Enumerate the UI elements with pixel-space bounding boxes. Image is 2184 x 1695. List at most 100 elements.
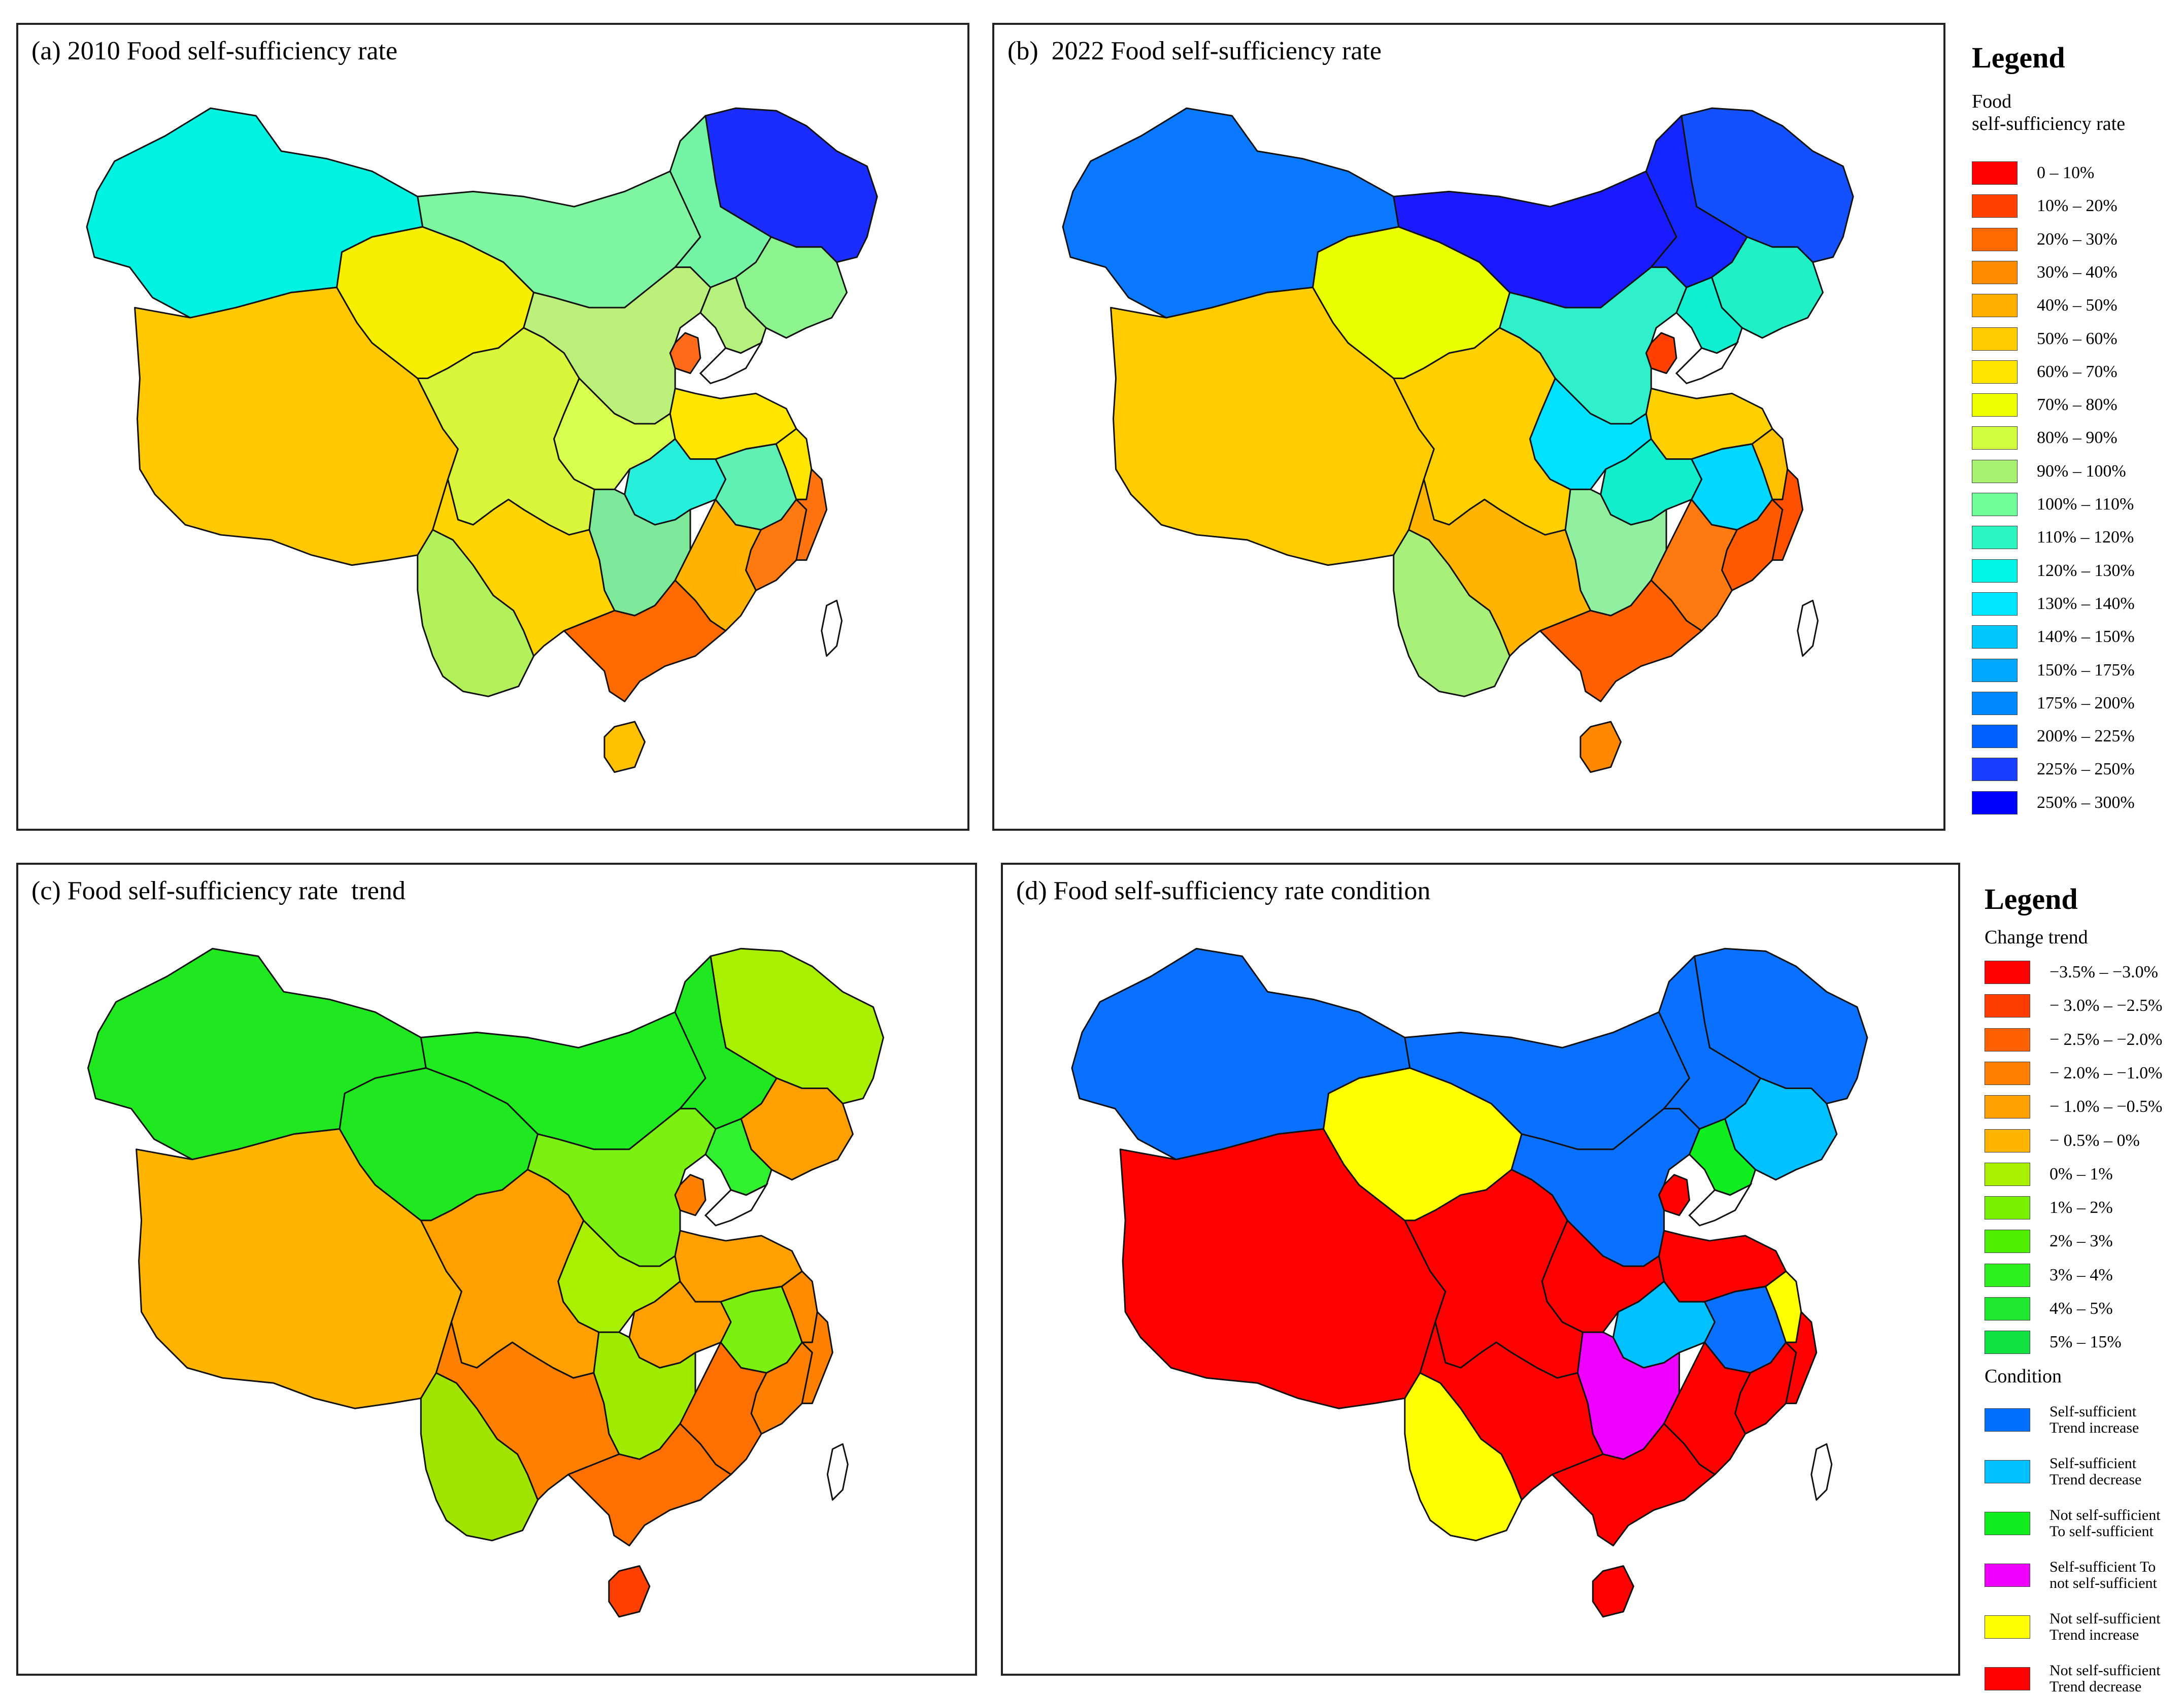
- legend-swatch: [1985, 1667, 2030, 1690]
- legend-label: 225% – 250%: [2037, 760, 2135, 779]
- legend-label: 0% – 1%: [2049, 1164, 2113, 1183]
- province-S3: [1551, 1422, 1716, 1547]
- province-E2: [1771, 468, 1804, 561]
- legend-heading: Legend: [1985, 883, 2078, 916]
- condition-label: Self-sufficient To not self-sufficient: [2049, 1559, 2157, 1591]
- legend-label: − 0.5% – 0%: [2049, 1131, 2140, 1150]
- legend-swatch: [1985, 1230, 2030, 1253]
- condition-label-line1: Not self-sufficient: [2049, 1662, 2161, 1679]
- map-c: [87, 947, 884, 1618]
- condition-label: Not self-sufficient Trend increase: [2049, 1611, 2161, 1643]
- legend-swatch: [1985, 1460, 2030, 1483]
- legend-swatch: [1985, 1615, 2030, 1639]
- condition-label-line2: To self-sufficient: [2049, 1523, 2154, 1540]
- province-E2: [795, 468, 828, 561]
- condition-label: Self-sufficient Trend decrease: [2049, 1455, 2141, 1488]
- legend-item: 40% – 50%: [1972, 294, 2118, 318]
- condition-legend-item: Self-sufficient To not self-sufficient: [1985, 1559, 2157, 1591]
- legend-swatch: [1972, 260, 2018, 284]
- map-panel-trend: (c) Food self-sufficiency rate trend: [16, 863, 977, 1676]
- legend-swatch: [1972, 161, 2018, 185]
- condition-label-line2: not self-sufficient: [2049, 1575, 2157, 1591]
- condition-label-line2: Trend increase: [2049, 1626, 2139, 1643]
- legend-item: 0 – 10%: [1972, 161, 2094, 185]
- province-S4: [1580, 721, 1622, 773]
- condition-label-line2: Trend decrease: [2049, 1471, 2142, 1488]
- legend-swatch: [1972, 658, 2018, 682]
- legend-item: 60% – 70%: [1972, 360, 2118, 384]
- legend-swatch: [1985, 1331, 2030, 1354]
- legend-label: 0 – 10%: [2037, 163, 2095, 182]
- legend-swatch: [1985, 1028, 2030, 1052]
- map-panel-2010: (a) 2010 Food self-sufficiency rate: [16, 23, 969, 831]
- legend-swatch: [1972, 526, 2018, 550]
- map-a: [86, 107, 878, 773]
- province-S3: [563, 579, 727, 702]
- legend-item: 50% – 60%: [1972, 327, 2118, 351]
- legend-label: 90% – 100%: [2037, 461, 2126, 481]
- legend-label: 5% – 15%: [2049, 1333, 2122, 1352]
- legend-swatch: [1972, 327, 2018, 351]
- legend-item: 175% – 200%: [1972, 691, 2135, 715]
- province-E2: [801, 1311, 833, 1404]
- legend-label: 2% – 3%: [2049, 1232, 2113, 1251]
- legend-label: 150% – 175%: [2037, 660, 2135, 680]
- condition-label-line1: Self-sufficient: [2049, 1403, 2137, 1420]
- condition-title: Condition: [1985, 1366, 2062, 1387]
- trend-legend-item: − 2.5% – −2.0%: [1985, 1028, 2163, 1052]
- legend-swatch: [1972, 227, 2018, 251]
- province-TW: [1810, 1443, 1833, 1501]
- legend-swatch: [1972, 791, 2018, 815]
- legend-item: 250% – 300%: [1972, 791, 2135, 815]
- legend-swatch: [1985, 1512, 2030, 1535]
- legend-item: 80% – 90%: [1972, 426, 2118, 450]
- legend-swatch: [1972, 691, 2018, 715]
- legend-swatch: [1972, 360, 2018, 384]
- legend-swatch: [1985, 1129, 2030, 1152]
- condition-label-line2: Trend decrease: [2049, 1678, 2142, 1695]
- province-S4: [608, 1565, 651, 1618]
- legend-swatch: [1972, 592, 2018, 616]
- legend-label: 60% – 70%: [2037, 362, 2118, 381]
- condition-legend-item: Not self-sufficient Trend decrease: [1985, 1663, 2161, 1695]
- province-S3: [1539, 579, 1703, 702]
- legend-item: 90% – 100%: [1972, 459, 2126, 483]
- legend-subtitle: Food self-sufficiency rate: [1972, 90, 2125, 135]
- legend-label: − 1.0% – −0.5%: [2049, 1097, 2163, 1116]
- legend-label: 140% – 150%: [2037, 627, 2135, 647]
- legend-label: 175% – 200%: [2037, 693, 2135, 713]
- legend-swatch: [1985, 1297, 2030, 1320]
- trend-legend-item: 1% – 2%: [1985, 1196, 2113, 1220]
- bohai-bay: [704, 1183, 769, 1227]
- legend-label: 110% – 120%: [2037, 528, 2134, 547]
- trend-legend-item: − 1.0% – −0.5%: [1985, 1095, 2163, 1119]
- condition-label-line1: Self-sufficient To: [2049, 1558, 2156, 1575]
- legend-swatch: [1972, 493, 2018, 516]
- bohai-bay: [699, 341, 763, 385]
- condition-label-line2: Trend increase: [2049, 1419, 2139, 1436]
- legend-label: 20% – 30%: [2037, 229, 2118, 249]
- legend-self-sufficiency: Legend Food self-sufficiency rate 0 – 10…: [1972, 41, 2175, 822]
- legend-swatch: [1985, 1408, 2030, 1432]
- legend-swatch: [1972, 194, 2018, 218]
- legend-label: 1% – 2%: [2049, 1198, 2113, 1217]
- legend-item: 140% – 150%: [1972, 625, 2135, 649]
- condition-label: Not self-sufficient To self-sufficient: [2049, 1507, 2161, 1540]
- trend-legend-item: −3.5% – −3.0%: [1985, 961, 2158, 984]
- legend-item: 150% – 175%: [1972, 658, 2135, 682]
- province-TW: [826, 1443, 849, 1501]
- legend-swatch: [1972, 625, 2018, 649]
- legend-label: 200% – 225%: [2037, 727, 2135, 746]
- legend-swatch: [1972, 559, 2018, 583]
- legend-item: 10% – 20%: [1972, 194, 2118, 218]
- legend-label: 50% – 60%: [2037, 329, 2118, 348]
- trend-legend-item: 5% – 15%: [1985, 1331, 2122, 1354]
- map-b: [1062, 107, 1854, 773]
- legend-subtitle-line2: self-sufficiency rate: [1972, 113, 2126, 134]
- province-S4: [603, 721, 646, 773]
- legend-heading: Legend: [1972, 41, 2065, 74]
- bohai-bay: [1688, 1183, 1753, 1227]
- condition-label-line1: Not self-sufficient: [2049, 1507, 2161, 1523]
- panel-title-a: (a) 2010 Food self-sufficiency rate: [31, 37, 398, 65]
- legend-item: 100% – 110%: [1972, 493, 2134, 516]
